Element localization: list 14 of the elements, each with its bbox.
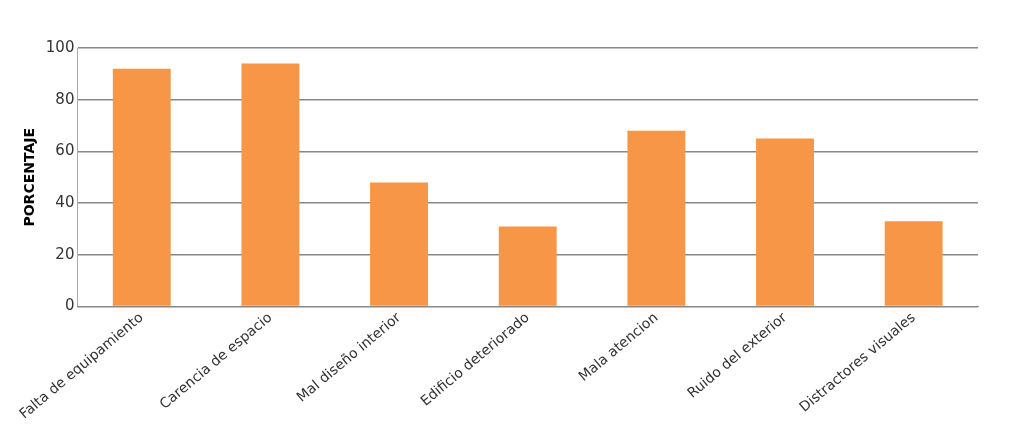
y-tick-label: 60 xyxy=(55,141,75,160)
bar xyxy=(884,221,943,306)
y-tick-label: 20 xyxy=(55,244,75,263)
y-tick-label: 80 xyxy=(55,89,75,108)
y-tick-label: 0 xyxy=(64,296,75,315)
bar xyxy=(756,138,814,306)
bar xyxy=(241,63,300,306)
y-tick-label: 100 xyxy=(45,37,75,56)
bar xyxy=(112,68,171,306)
y-axis-title: PORCENTAJE xyxy=(21,127,38,227)
bar xyxy=(627,130,686,306)
bar xyxy=(370,182,429,306)
bar xyxy=(498,226,557,306)
y-tick-label: 40 xyxy=(55,193,75,212)
